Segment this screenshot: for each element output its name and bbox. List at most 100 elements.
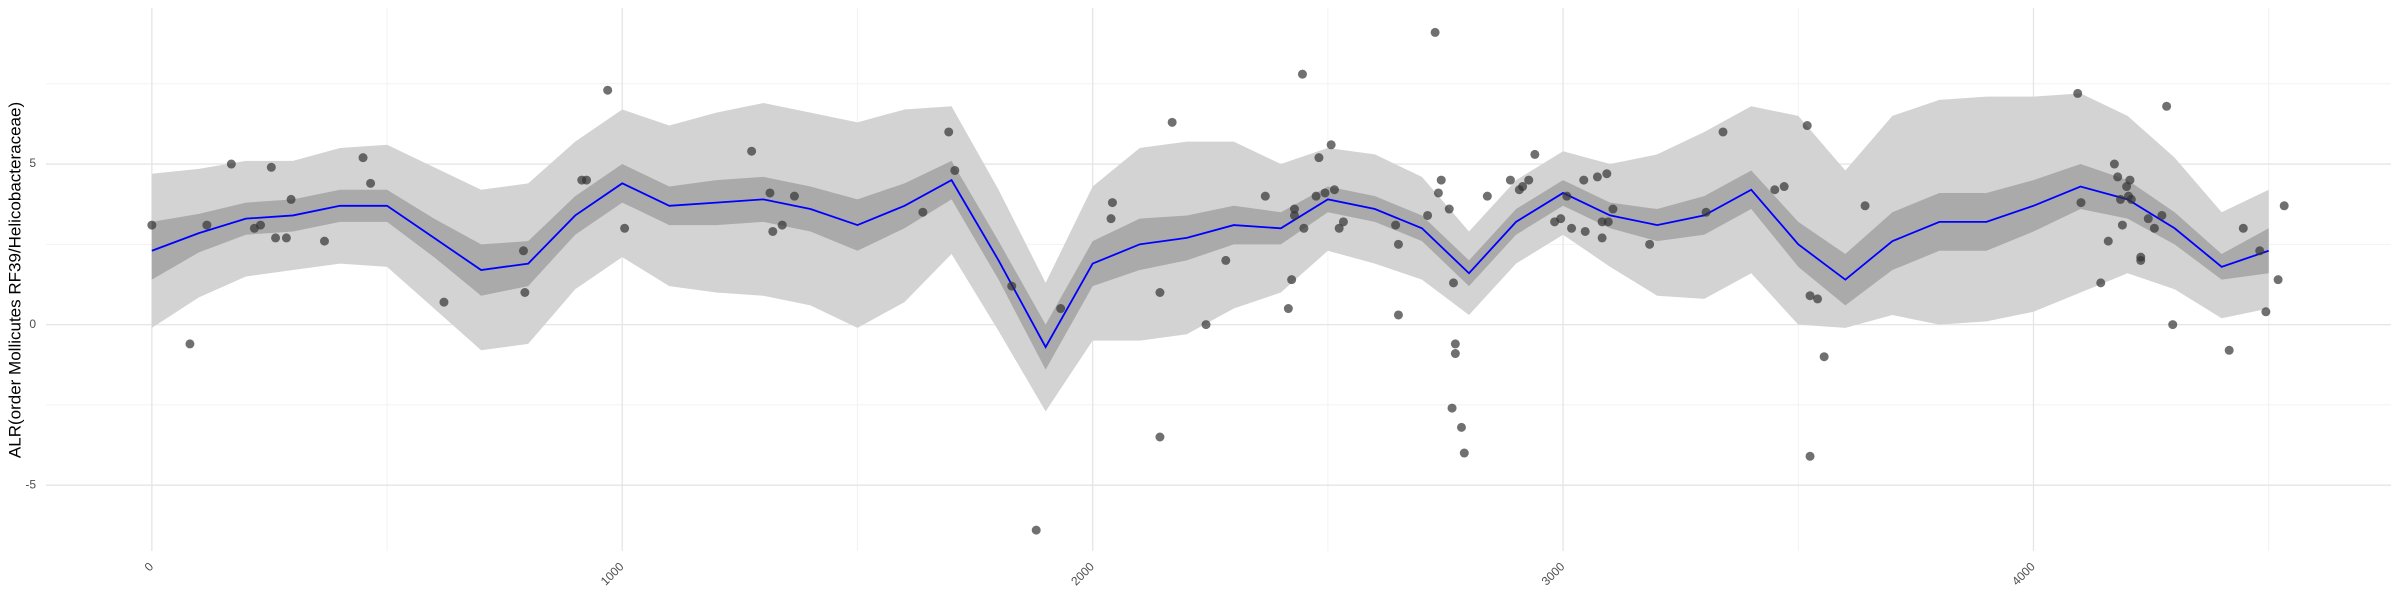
data-point	[256, 220, 266, 230]
data-point	[1283, 304, 1293, 314]
data-point	[1505, 175, 1515, 185]
data-point	[1592, 172, 1602, 182]
data-point	[1450, 349, 1460, 359]
data-point	[1289, 204, 1299, 214]
data-point	[1287, 275, 1297, 285]
data-point	[1603, 217, 1613, 227]
data-point	[271, 233, 281, 243]
confidence-band	[151, 93, 2269, 412]
data-point	[1260, 191, 1270, 201]
data-point	[1779, 182, 1789, 192]
data-point	[2126, 194, 2136, 204]
data-point	[1805, 451, 1815, 461]
data-point	[2149, 223, 2159, 233]
data-point	[1580, 226, 1590, 236]
data-point	[319, 236, 329, 246]
data-point	[1299, 223, 1309, 233]
data-point	[1770, 185, 1780, 195]
data-point	[1436, 175, 1446, 185]
data-point	[1221, 255, 1231, 265]
data-point	[202, 220, 212, 230]
data-point	[1106, 214, 1116, 224]
data-point	[1201, 320, 1211, 330]
data-point	[1393, 310, 1403, 320]
data-point	[1567, 223, 1577, 233]
data-point	[2261, 307, 2271, 317]
data-point	[2162, 101, 2172, 111]
smooth-line	[151, 178, 2269, 349]
data-point	[226, 159, 236, 169]
data-point	[1329, 185, 1339, 195]
data-point	[1456, 422, 1466, 432]
data-point	[2279, 201, 2289, 211]
data-point	[1444, 204, 1454, 214]
data-point	[1326, 140, 1336, 150]
data-point	[2273, 275, 2283, 285]
data-point	[1167, 117, 1177, 127]
data-point	[2117, 220, 2127, 230]
data-point	[1155, 288, 1165, 298]
data-point	[1107, 198, 1117, 208]
data-point	[1608, 204, 1618, 214]
y-axis-label: ALR(order Mollicutes RF39/Helicobacterac…	[5, 102, 24, 458]
data-point	[1338, 217, 1348, 227]
data-point	[1819, 352, 1829, 362]
y-tick-label: 0	[29, 317, 36, 331]
data-point	[1433, 188, 1443, 198]
data-point	[1556, 214, 1566, 224]
data-point	[765, 188, 775, 198]
data-point	[1311, 191, 1321, 201]
data-point	[2073, 88, 2083, 98]
data-point	[1430, 27, 1440, 37]
data-point	[1805, 291, 1815, 301]
confidence-band	[151, 160, 2269, 370]
y-tick-label: -5	[25, 477, 36, 491]
data-point	[2136, 255, 2146, 265]
data-point	[2103, 236, 2113, 246]
data-point	[747, 146, 757, 156]
data-point	[1562, 191, 1572, 201]
data-point	[1447, 403, 1457, 413]
data-point	[1320, 188, 1330, 198]
data-point	[1701, 207, 1711, 217]
data-point	[1007, 281, 1017, 291]
data-point	[1530, 149, 1540, 159]
data-point	[1423, 210, 1433, 220]
data-point	[518, 246, 528, 256]
y-tick-label: 5	[29, 156, 36, 170]
data-point	[2157, 210, 2167, 220]
data-point	[147, 220, 157, 230]
data-point	[918, 207, 928, 217]
data-point	[1597, 233, 1607, 243]
data-point	[1524, 175, 1534, 185]
data-point	[1813, 294, 1823, 304]
data-point	[1289, 210, 1299, 220]
data-point	[1579, 175, 1589, 185]
data-point	[1860, 201, 1870, 211]
data-point	[1448, 278, 1458, 288]
data-point	[2116, 194, 2126, 204]
data-point	[777, 220, 787, 230]
data-point	[185, 339, 195, 349]
data-point	[1459, 448, 1469, 458]
data-point	[281, 233, 291, 243]
data-point	[789, 191, 799, 201]
data-point	[1718, 127, 1728, 137]
data-point	[266, 162, 276, 172]
data-point	[2168, 320, 2178, 330]
data-point	[2113, 172, 2123, 182]
data-point	[768, 226, 778, 236]
data-point	[520, 288, 530, 298]
data-point	[1802, 121, 1812, 131]
data-point	[2096, 278, 2106, 288]
data-point	[582, 175, 592, 185]
data-point	[1155, 432, 1165, 442]
data-point	[2076, 198, 2086, 208]
data-point	[286, 194, 296, 204]
data-point	[2224, 345, 2234, 355]
data-point	[2238, 223, 2248, 233]
data-point	[1297, 69, 1307, 79]
data-point	[1518, 182, 1528, 192]
data-point	[2125, 175, 2135, 185]
